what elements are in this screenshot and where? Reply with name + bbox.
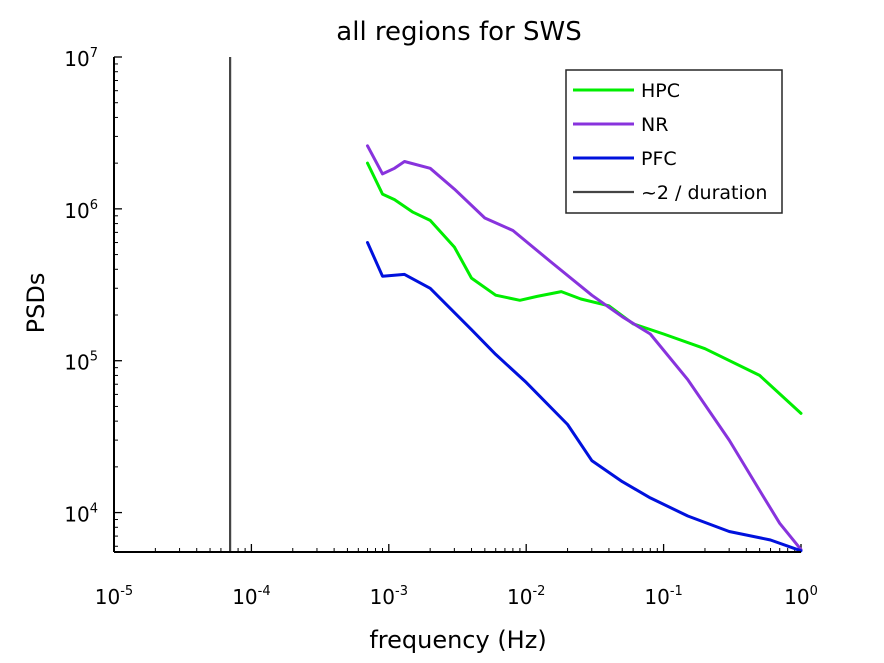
legend-label: ~2 / duration [641,182,767,204]
x-tick-label-base: 10 [370,585,395,609]
legend-label: HPC [641,80,680,102]
x-tick-label-exponent: -3 [395,584,408,599]
y-tick-label-base: 10 [64,503,89,527]
y-tick-label-exponent: 4 [90,502,98,517]
series-line-pfc [366,241,803,553]
y-tick-label: 106 [64,198,98,223]
x-tick-label-base: 10 [644,585,669,609]
x-tick-label-exponent: -4 [258,584,271,599]
legend-label: PFC [641,148,677,170]
y-tick-label-base: 10 [64,351,89,375]
y-tick-label-exponent: 6 [90,198,98,213]
x-tick-label-exponent: -2 [532,584,545,599]
x-tick-label: 10-4 [232,584,270,609]
x-tick-label: 10-1 [644,584,682,609]
series-line-nr [366,144,803,552]
y-tick-label-exponent: 7 [90,46,98,61]
y-tick-label: 105 [64,350,98,375]
x-tick-label-exponent: -1 [670,584,683,599]
x-tick-label: 10-5 [95,584,133,609]
y-tick-label-base: 10 [64,47,89,71]
legend-box [565,69,783,214]
x-tick-label-exponent: 0 [810,584,818,599]
legend: HPC NR PFC ~2 / duration [565,69,783,214]
chart-title: all regions for SWS [336,17,581,47]
y-tick-label: 104 [64,502,98,527]
x-tick-label-base: 10 [507,585,532,609]
y-tick-label: 107 [64,46,98,71]
x-tick-label-base: 10 [95,585,120,609]
x-tick-label: 100 [784,584,818,609]
plot-lines [229,57,803,553]
x-tick-label-base: 10 [784,585,809,609]
y-tick-label-exponent: 5 [90,350,98,365]
x-tick-label-base: 10 [232,585,257,609]
y-axis-label: PSDs [22,273,50,334]
y-tick-label-base: 10 [64,199,89,223]
x-tick-label-exponent: -5 [120,584,133,599]
legend-label: NR [641,114,668,136]
x-tick-label: 10-2 [507,584,545,609]
x-axis-label: frequency (Hz) [369,626,546,654]
x-tick-label: 10-3 [370,584,408,609]
series-line-hpc [366,161,803,415]
